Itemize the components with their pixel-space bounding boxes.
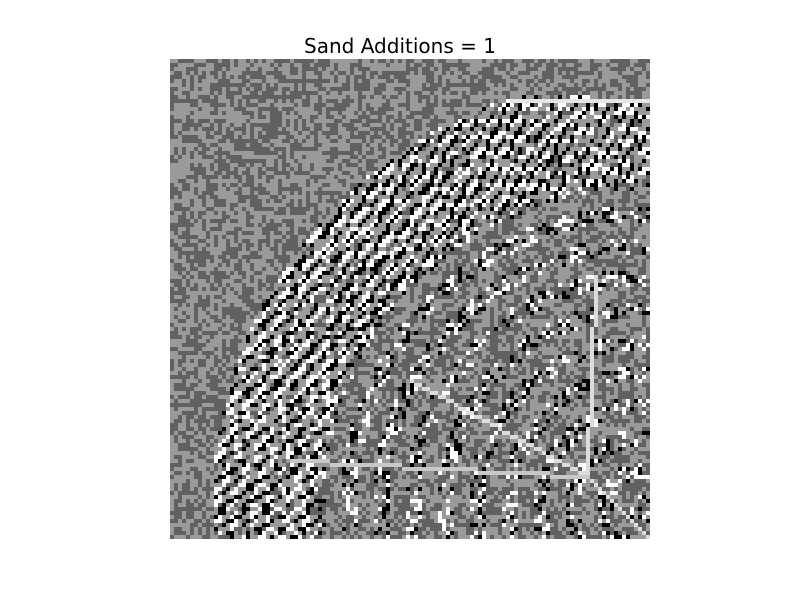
plot-title: Sand Additions = 1 (304, 34, 496, 58)
sandpile-grid-image (170, 59, 650, 539)
